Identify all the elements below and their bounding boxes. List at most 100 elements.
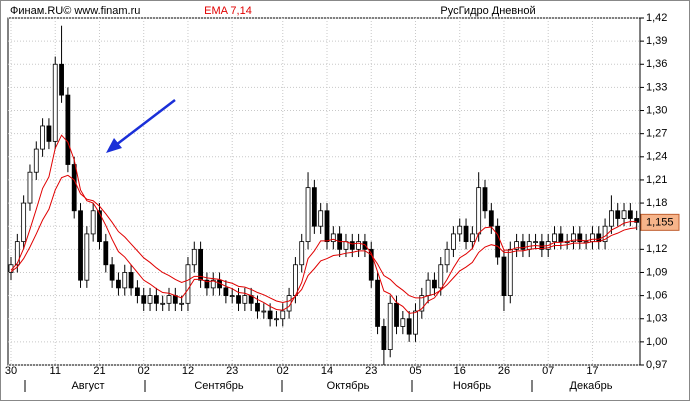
candle-body (349, 241, 355, 250)
candle-body (590, 233, 595, 243)
candle-body (330, 233, 336, 243)
candle-body (292, 264, 298, 296)
candle-body (432, 279, 437, 289)
candle-body (311, 187, 317, 227)
y-tick-label: 1,30 (646, 104, 667, 116)
candle-body (71, 164, 77, 212)
candle-body (40, 125, 45, 150)
candle-body (179, 302, 185, 305)
candle-body (634, 218, 640, 223)
candle-body (242, 295, 248, 304)
candle-body (280, 310, 286, 320)
y-tick-label: 1,21 (646, 174, 667, 186)
y-tick-label: 1,36 (646, 58, 667, 70)
candle-body (267, 310, 273, 320)
candle-body (116, 279, 121, 289)
y-tick-label: 1,03 (646, 313, 667, 325)
candle-body (533, 241, 538, 244)
candle-body (571, 233, 576, 243)
candle-body (368, 248, 374, 281)
plot-area (7, 17, 641, 366)
candle-body (210, 279, 216, 289)
candle-body (134, 287, 140, 296)
candle-body (558, 233, 564, 243)
y-tick-label: 1,18 (646, 197, 667, 209)
candle-body (394, 302, 399, 327)
y-tick-label: 0,97 (646, 359, 667, 371)
month-label: Октябрь (327, 380, 370, 392)
arrow-shaft (111, 99, 176, 149)
candle-body (141, 295, 147, 304)
candle-body (583, 241, 589, 244)
candle-body (166, 295, 172, 304)
candle-body (387, 302, 393, 350)
candle-body (438, 264, 444, 289)
candle-body (482, 187, 488, 212)
candle-body (552, 233, 557, 243)
candle-body (526, 241, 532, 250)
candle-body (488, 210, 494, 227)
x-tick-label: 23 (365, 365, 377, 377)
candle-body (223, 287, 229, 296)
candle-body (621, 210, 627, 219)
candle-body (406, 318, 412, 335)
candle-body (400, 318, 406, 327)
candle-body (172, 295, 178, 304)
month-label: Декабрь (570, 380, 613, 392)
x-tick-label: 07 (542, 365, 554, 377)
instrument: РусГидро Дневной (440, 5, 535, 17)
candle-body (507, 248, 513, 296)
candle-body (128, 272, 134, 289)
x-tick-label: 23 (226, 365, 238, 377)
candle-body (299, 241, 305, 266)
candle-body (425, 279, 431, 296)
candle-body (469, 233, 475, 243)
candle-body (463, 225, 469, 243)
x-tick-label: 12 (182, 365, 194, 377)
indicator: EMA 7,14 (204, 5, 252, 17)
candle-body (65, 94, 71, 165)
x-tick-label: 14 (321, 365, 333, 377)
candle-body (97, 210, 102, 243)
x-tick-label: 02 (277, 365, 289, 377)
candle-body (147, 295, 153, 304)
x-tick-label: 30 (5, 365, 17, 377)
candle-body (109, 264, 115, 281)
candle-body (46, 125, 52, 142)
candle-body (191, 248, 197, 266)
source: Финам.RU© www.finam.ru (10, 5, 140, 17)
y-tick-label: 1,00 (646, 336, 667, 348)
arrow (106, 99, 176, 153)
candle-body (90, 210, 96, 235)
y-tick-label: 1,27 (646, 128, 667, 140)
candle-body (185, 264, 191, 304)
candle-body (514, 241, 519, 250)
last-price-label: 1,155 (646, 216, 674, 228)
candle-body (27, 171, 33, 204)
y-tick-label: 1,12 (646, 243, 667, 255)
candle-body (444, 248, 450, 266)
candle-body (153, 295, 159, 304)
candle-body (324, 210, 330, 243)
candle-body (122, 272, 128, 289)
candle-body (450, 233, 456, 250)
candle-body (261, 310, 267, 313)
candle-body (84, 233, 90, 281)
candle-body (495, 225, 501, 258)
candle-body (577, 233, 583, 243)
candle-body (204, 279, 210, 289)
month-label: Ноябрь (453, 380, 491, 392)
x-tick-label: 26 (498, 365, 510, 377)
candle-body (476, 187, 482, 235)
candle-body (52, 63, 58, 142)
candle-body (609, 210, 614, 227)
candle-body (305, 187, 311, 243)
y-tick-label: 1,33 (646, 81, 667, 93)
candle-body (198, 248, 204, 281)
candle-body (457, 225, 463, 235)
candle-body (236, 295, 241, 304)
candle-body (501, 256, 507, 296)
candle-body (419, 295, 425, 312)
month-label: Сентябрь (194, 380, 244, 392)
x-tick-label: 02 (138, 365, 150, 377)
